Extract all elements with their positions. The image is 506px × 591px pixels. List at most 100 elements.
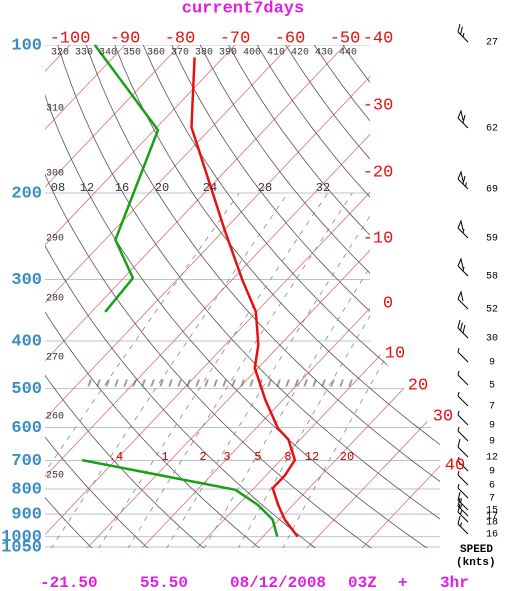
- theta-label: 340: [99, 48, 117, 59]
- theta-label: 280: [46, 294, 64, 305]
- mixing-label: 3: [223, 450, 230, 464]
- wind-speed: 9: [489, 437, 495, 448]
- theta-label: 390: [219, 48, 237, 59]
- pressure-label: 1000: [1, 528, 42, 547]
- theta-label: 310: [46, 104, 64, 115]
- wind-barb: [457, 109, 469, 129]
- mixing-line: [203, 192, 417, 548]
- wind-barb: [457, 290, 469, 310]
- upper-label: 32: [316, 181, 330, 195]
- theta-label: 350: [123, 48, 141, 59]
- wind-speed: 30: [486, 334, 498, 345]
- theta-label: 380: [195, 48, 213, 59]
- wind-barb: [457, 170, 469, 190]
- wind-barb: [457, 257, 469, 277]
- wind-barb: [457, 438, 469, 458]
- wind-barb: [457, 491, 469, 511]
- wind-barb: [457, 503, 469, 523]
- chart-title: current7days: [182, 0, 304, 18]
- theta-label: 410: [267, 48, 285, 59]
- wind-speed: 7: [489, 402, 495, 413]
- isotherm: [45, 45, 301, 548]
- theta-label: 260: [46, 412, 64, 423]
- dry-adiabat: [45, 45, 205, 548]
- wind-barb: [457, 470, 469, 486]
- pressure-label: 700: [11, 452, 42, 471]
- mixing-label: .4: [109, 450, 123, 464]
- wind-speed: 9: [489, 467, 495, 478]
- temperature-label: 20: [408, 376, 428, 395]
- marks: [81, 23, 469, 538]
- isotherm: [195, 45, 440, 548]
- upper-label: 28: [258, 181, 272, 195]
- temperature-label: -10: [363, 229, 394, 248]
- wind-barb: [457, 347, 469, 363]
- upper-label: 08: [51, 181, 65, 195]
- dry-adiabat: [45, 45, 373, 548]
- dry-adiabat: [57, 45, 440, 548]
- wind-barb: [457, 426, 469, 442]
- wind-barb: [457, 391, 469, 407]
- dry-adiabat: [171, 45, 440, 548]
- dry-adiabat: [313, 45, 440, 548]
- temperature-label: -20: [363, 163, 394, 182]
- theta-label: 290: [46, 234, 64, 245]
- isotherm: [250, 45, 440, 548]
- theta-label: 400: [243, 48, 261, 59]
- upper-label: 12: [80, 181, 94, 195]
- mixing-line: [50, 192, 289, 548]
- dry-adiabat: [199, 45, 440, 548]
- dry-adiabat: [285, 45, 440, 548]
- mixing-label: 5: [254, 450, 261, 464]
- wind-speed: 58: [486, 272, 498, 283]
- mixing-line: [45, 192, 240, 548]
- wind-speed: 27: [486, 38, 498, 49]
- profile-line: [190, 57, 299, 538]
- mixing-line: [127, 192, 353, 548]
- theta-label: 270: [46, 353, 64, 364]
- isotherm: [45, 45, 191, 548]
- upper-label: 20: [155, 181, 169, 195]
- mixing-line: [165, 192, 386, 548]
- temperature-label: 0: [383, 294, 393, 313]
- wind-barb: [457, 23, 469, 43]
- theta-label: 440: [339, 48, 357, 59]
- wind-speed: 69: [486, 185, 498, 196]
- footer-text: 3hr: [440, 574, 469, 591]
- isotherm: [85, 45, 440, 548]
- theta-label: 370: [171, 48, 189, 59]
- dry-adiabat: [0, 45, 37, 549]
- theta-label: 320: [51, 48, 69, 59]
- mixing-label: 1: [161, 450, 168, 464]
- pressure-label: 300: [11, 271, 42, 290]
- isotherm: [305, 45, 440, 548]
- theta-label: 300: [46, 169, 64, 180]
- temperature-label: -30: [363, 96, 394, 115]
- wind-speed: 9: [489, 421, 495, 432]
- wind-barb: [457, 410, 469, 426]
- dry-adiabat: [114, 45, 440, 548]
- footer-text: +: [398, 574, 408, 591]
- temperature-label: -80: [165, 29, 196, 48]
- temperature-label: -40: [363, 29, 394, 48]
- footer-text: 08/12/2008: [230, 574, 326, 591]
- wind-speed: 59: [486, 234, 498, 245]
- isotherm: [45, 45, 411, 548]
- wind-barb: [457, 219, 469, 239]
- wind-speed: 16: [486, 530, 498, 541]
- theta-label: 250: [46, 471, 64, 482]
- wind-barb: [457, 483, 469, 499]
- pressure-label: 1050: [1, 539, 42, 558]
- temperature-label: 30: [433, 407, 453, 426]
- temperature-label: -60: [275, 29, 306, 48]
- footer-text: 03Z: [348, 574, 377, 591]
- wind-speed: 9: [489, 358, 495, 369]
- temperature-label: -90: [110, 29, 141, 48]
- theta-label: 330: [75, 48, 93, 59]
- isotherm: [45, 45, 81, 548]
- wind-speed: 7: [489, 494, 495, 505]
- pressure-label: 800: [11, 480, 42, 499]
- pressure-label: 200: [11, 184, 42, 203]
- isotherm: [45, 45, 356, 548]
